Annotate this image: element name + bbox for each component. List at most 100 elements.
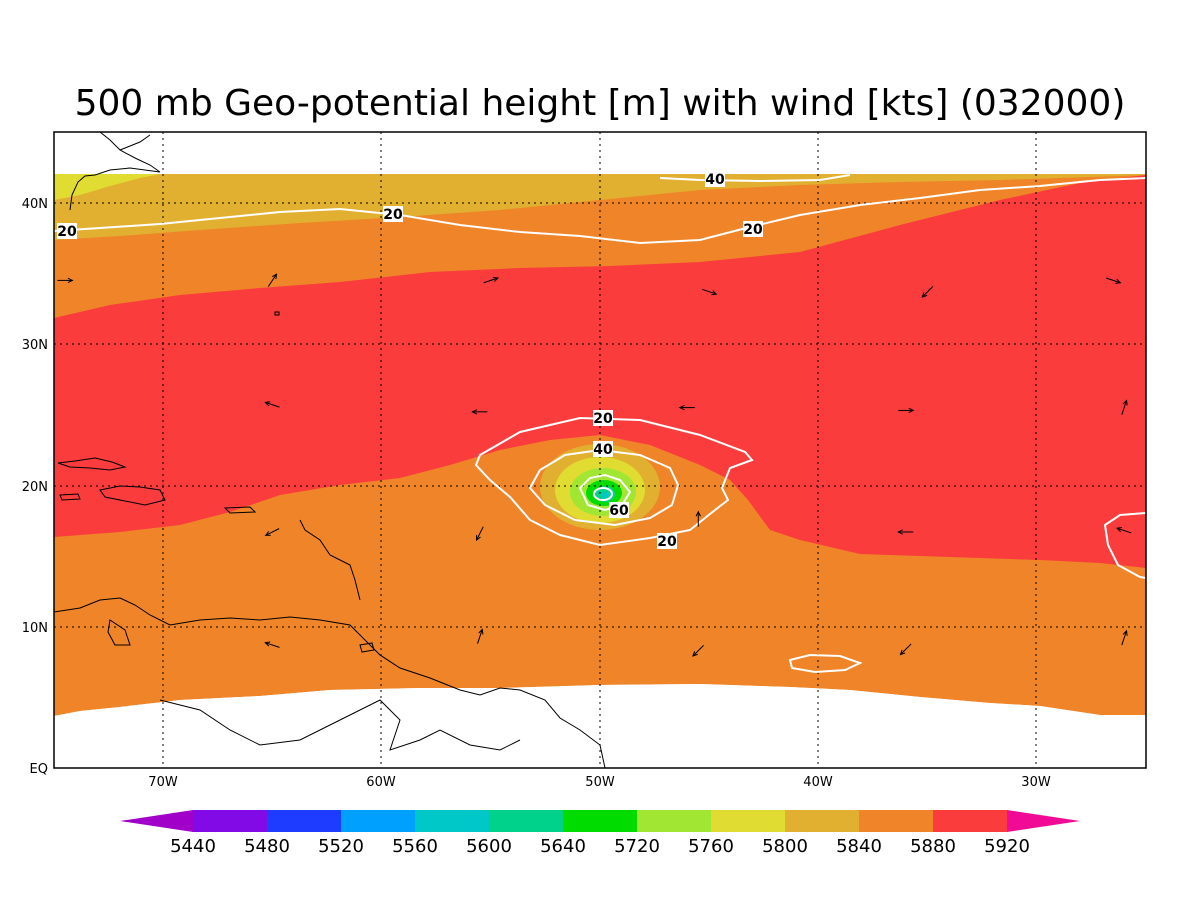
lon-tick-50w: 50W [585, 775, 615, 790]
colorbar-swatch [267, 810, 341, 832]
wind-contour-east [1103, 512, 1146, 579]
plot-frame [53, 131, 1147, 769]
colorbar-swatch [563, 810, 637, 832]
coastline-nova-scotia [119, 134, 151, 151]
coastline-puerto-rico [223, 506, 257, 514]
height-band-5600-core [601, 492, 609, 498]
colorbar-swatch [341, 810, 415, 832]
lat-tick-20n: 20N [22, 480, 48, 495]
coastline-lesser-antilles [299, 519, 361, 601]
colorbar-swatch [193, 810, 267, 832]
colorbar-label: 5560 [392, 836, 438, 857]
wind-arrow [692, 645, 704, 657]
colorbar: 5440 5480 5520 5560 5600 5640 5720 5760 5800 5840… [120, 810, 1080, 857]
contour-label: 20 [593, 410, 613, 427]
wind-arrow [477, 628, 484, 644]
contour-label: 20 [743, 221, 763, 238]
svg-text:40: 40 [705, 172, 725, 188]
wind-arrow [264, 641, 280, 648]
colorbar-swatch [859, 810, 933, 832]
coastline-south-america [54, 597, 606, 768]
colorbar-label: 5840 [836, 836, 882, 857]
svg-text:40: 40 [593, 442, 613, 458]
colorbar-swatch [637, 810, 711, 832]
wind-contour-inner [593, 487, 613, 501]
colorbar-swatch [711, 810, 785, 832]
colorbar-arrow-above [1007, 810, 1080, 832]
coastlines [54, 132, 606, 768]
colorbar-swatch [415, 810, 489, 832]
wind-arrow [57, 277, 74, 284]
lon-tick-labels: 70W 60W 50W 40W 30W [148, 775, 1051, 790]
contour-label: 20 [657, 533, 677, 550]
lon-tick-60w: 60W [366, 775, 396, 790]
contour-label: 20 [383, 206, 403, 223]
wind-arrow [921, 286, 934, 298]
colorbar-label: 5760 [688, 836, 734, 857]
colorbar-label: 5800 [762, 836, 808, 857]
wind-contour-20-cyclone [474, 416, 754, 547]
wind-contours [54, 174, 1146, 674]
wind-arrow [898, 407, 915, 414]
colorbar-label: 5600 [466, 836, 512, 857]
colorbar-label: 5480 [244, 836, 290, 857]
svg-text:20: 20 [743, 222, 763, 238]
lon-tick-70w: 70W [148, 775, 178, 790]
wind-arrow [264, 401, 280, 408]
figure-title: 500 mb Geo-potential height [m] with win… [75, 83, 1126, 124]
wind-arrow [476, 526, 484, 542]
colorbar-label: 5440 [170, 836, 216, 857]
contour-labels: 20 20 40 20 20 40 60 20 [57, 171, 763, 550]
colorbar-arrow-below [120, 810, 193, 832]
colorbar-swatch [933, 810, 1007, 832]
colorbar-label: 5880 [910, 836, 956, 857]
wind-arrow [1115, 527, 1132, 534]
colorbar-label: 5520 [318, 836, 364, 857]
coastline-trinidad [359, 642, 375, 653]
svg-text:20: 20 [657, 534, 677, 550]
wind-arrow [897, 529, 914, 535]
height-band-5840 [54, 174, 1146, 240]
colorbar-swatch [785, 810, 859, 832]
coastline-jamaica [59, 493, 81, 501]
wind-vectors [57, 273, 1132, 657]
coastline-south-america-interior [159, 699, 521, 751]
wind-arrow [701, 288, 718, 296]
wind-arrow [1121, 629, 1128, 646]
wind-contour-20-north [54, 177, 1146, 245]
coastline-venezuela-gulf [107, 619, 131, 646]
svg-text:20: 20 [593, 411, 613, 427]
wind-arrow [264, 528, 280, 536]
wind-arrow [678, 404, 695, 411]
wind-arrow [1105, 277, 1122, 284]
colorbar-label: 5720 [614, 836, 660, 857]
svg-text:60: 60 [609, 503, 629, 519]
lat-tick-30n: 30N [22, 338, 48, 353]
svg-text:20: 20 [383, 207, 403, 223]
height-band-5920 [54, 175, 1146, 568]
wind-arrow [483, 276, 500, 284]
lon-tick-40w: 40W [803, 775, 833, 790]
contour-label: 40 [705, 171, 725, 188]
lon-tick-30w: 30W [1021, 775, 1051, 790]
wind-arrow [267, 273, 278, 287]
colorbar-label: 5920 [984, 836, 1030, 857]
colorbar-label: 5640 [540, 836, 586, 857]
wind-arrow [471, 409, 488, 415]
wind-contour-60-cyclone [578, 473, 632, 512]
contour-label: 60 [609, 502, 629, 519]
coastline-cuba [57, 457, 127, 471]
wind-contour-40-north [659, 174, 851, 183]
svg-text:20: 20 [57, 224, 77, 240]
wind-contour-small-south [788, 653, 863, 674]
lat-tick-eq: EQ [30, 762, 48, 777]
lat-tick-40n: 40N [22, 197, 48, 212]
lat-tick-10n: 10N [22, 621, 48, 636]
coastline-bermuda [274, 311, 280, 316]
lat-tick-labels: EQ 10N 20N 30N 40N [22, 197, 48, 777]
colorbar-swatch [489, 810, 563, 832]
contour-label: 20 [57, 223, 77, 240]
wind-arrow [1121, 399, 1128, 415]
wind-arrow [695, 510, 701, 527]
